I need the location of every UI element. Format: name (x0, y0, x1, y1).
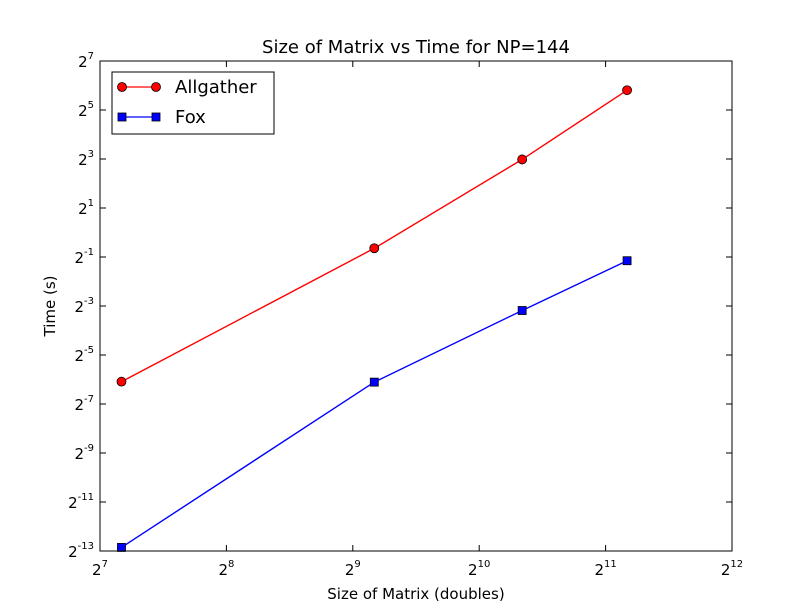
x-tick-label: 210 (468, 559, 490, 579)
legend-allgather-label: Allgather (175, 77, 257, 98)
x-tick-label-base: 2 (594, 561, 604, 579)
y-tick-label-base: 2 (78, 200, 88, 218)
chart-title: Size of Matrix vs Time for NP=144 (262, 37, 570, 58)
legend-allgather-marker-right (151, 82, 161, 92)
y-tick-label-base: 2 (74, 347, 84, 365)
y-tick-label: 2-11 (68, 492, 94, 512)
x-tick-label-exponent: 9 (354, 559, 360, 570)
x-tick-label-base: 2 (92, 561, 102, 579)
y-tick-label: 2-7 (74, 394, 94, 414)
legend-fox-marker-right (151, 112, 161, 122)
x-axis-label: Size of Matrix (doubles) (327, 585, 504, 603)
series-fox-point (369, 377, 379, 387)
y-tick-label-exponent: -5 (84, 345, 94, 356)
x-tick-label-base: 2 (468, 561, 478, 579)
y-tick-label-base: 2 (74, 396, 84, 414)
legend-fox-label: Fox (175, 107, 206, 128)
y-tick-label-exponent: 5 (88, 100, 94, 111)
y-tick-label: 21 (78, 198, 94, 218)
series-allgather-point (517, 154, 528, 165)
y-tick-label-base: 2 (68, 494, 78, 512)
plot-area: 27 28 29 210 211 2122-132-112-92-72-52-32-121… (68, 51, 743, 579)
y-tick-label-base: 2 (78, 53, 88, 71)
y-tick-label: 2-1 (74, 247, 94, 267)
y-tick-label-base: 2 (74, 298, 84, 316)
x-tick-label: 28 (218, 559, 234, 579)
y-tick-label-exponent: 1 (88, 198, 94, 209)
y-tick-label-exponent: -1 (84, 247, 94, 258)
x-tick-label-exponent: 11 (604, 559, 617, 570)
y-tick-label: 2-13 (68, 541, 94, 561)
y-tick-label-base: 2 (68, 543, 78, 561)
x-tick-label: 212 (721, 559, 743, 579)
y-tick-label: 23 (78, 149, 94, 169)
legend-frame (111, 71, 275, 135)
x-tick-label-base: 2 (218, 561, 228, 579)
y-tick-label: 2-3 (74, 296, 94, 316)
y-tick-label-exponent: -7 (84, 394, 94, 405)
x-tick-label: 211 (594, 559, 616, 579)
axes-frame (99, 60, 733, 552)
y-tick-label-exponent: 3 (88, 149, 94, 160)
legend-fox-marker-left (117, 112, 127, 122)
x-tick-label-exponent: 7 (102, 559, 108, 570)
y-tick-label-base: 2 (78, 151, 88, 169)
x-tick-label: 27 (92, 559, 108, 579)
x-tick-label-exponent: 8 (228, 559, 234, 570)
y-tick-label-base: 2 (74, 249, 84, 267)
y-tick-label-exponent: -3 (84, 296, 94, 307)
legend-allgather-marker-left (117, 82, 127, 92)
series-allgather-point (116, 376, 127, 387)
legend: Allgather Fox (111, 71, 275, 135)
y-tick-label: 27 (78, 51, 94, 71)
y-tick-label-base: 2 (74, 445, 84, 463)
series-fox-point (622, 256, 632, 266)
series-allgather-point (622, 85, 632, 96)
x-tick-label-base: 2 (345, 561, 355, 579)
series-fox-point (517, 306, 527, 315)
y-tick-label-exponent: -13 (78, 541, 94, 552)
series-allgather-line (121, 89, 628, 383)
y-tick-label-exponent: -11 (78, 492, 94, 503)
y-tick-label: 2-9 (74, 443, 94, 463)
y-tick-label-exponent: -9 (84, 443, 94, 454)
series-fox-point (117, 543, 126, 552)
y-tick-label: 2-5 (74, 345, 94, 365)
y-axis-label: Time (s) (41, 276, 59, 338)
series-fox-line (121, 260, 628, 548)
y-tick-label-base: 2 (78, 102, 88, 120)
x-tick-label-exponent: 12 (730, 559, 743, 570)
y-tick-label-exponent: 7 (88, 51, 94, 62)
series-allgather-point (369, 243, 380, 254)
x-tick-label: 29 (345, 559, 361, 579)
y-tick-label: 25 (78, 100, 94, 120)
x-tick-label-exponent: 10 (478, 559, 491, 570)
x-tick-label-base: 2 (721, 561, 731, 579)
